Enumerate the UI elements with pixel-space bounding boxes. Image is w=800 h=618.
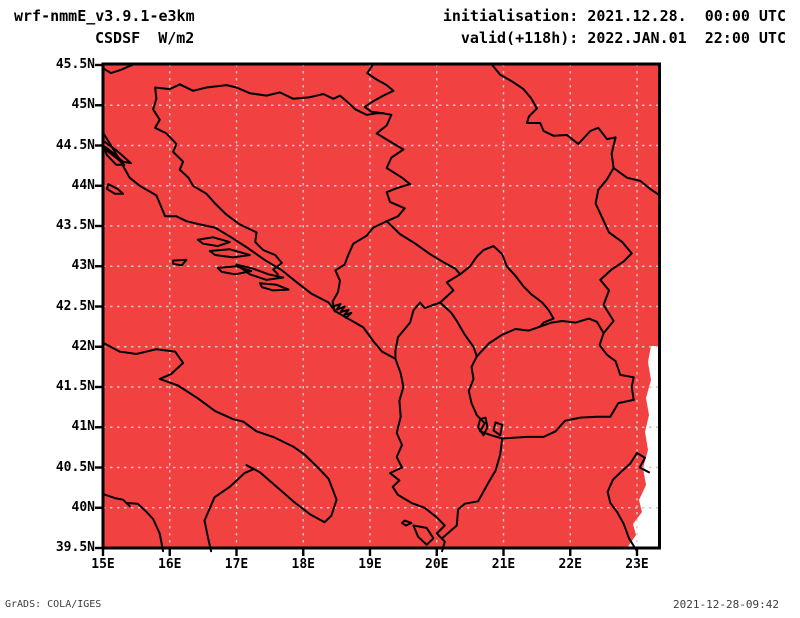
kosovo-macedonia xyxy=(475,325,542,358)
field-title: CSDSF W/m2 xyxy=(95,29,195,47)
peljesac-peninsula xyxy=(235,263,285,281)
lat-tick-label: 40.5N xyxy=(55,459,95,475)
kosovo-albania xyxy=(439,301,478,358)
lake-prespa xyxy=(492,421,504,437)
lat-tick-label: 42.5N xyxy=(55,298,95,314)
lat-tick-label: 39.5N xyxy=(55,540,95,555)
montenegro-albania xyxy=(394,301,442,360)
italy-adriatic-coast xyxy=(102,341,338,553)
hvar-island xyxy=(208,248,251,259)
kosovo-serbia xyxy=(459,245,555,328)
macedonia-greece xyxy=(501,398,635,440)
serbia-bulgaria xyxy=(594,167,633,335)
mljet-island xyxy=(258,282,290,292)
valid-time-label: valid(+118h): 2022.JAN.01 22:00 UTC xyxy=(460,29,786,47)
lon-tick-label: 22E xyxy=(558,557,582,572)
bosnia-montenegro xyxy=(331,220,388,313)
serbia-romania-danube xyxy=(491,64,617,169)
lon-tick-label: 19E xyxy=(358,557,382,572)
othonoi-island xyxy=(401,519,413,527)
macedonia-bulgaria xyxy=(598,332,635,401)
lon-tick-label: 17E xyxy=(224,557,249,572)
lon-tick-label: 16E xyxy=(158,557,182,572)
model-title: wrf-nmmE_v3.9.1-e3km xyxy=(14,7,195,25)
italy-tyrrhenian-coast xyxy=(102,493,165,553)
rab-island xyxy=(103,147,126,166)
lon-tick-label: 21E xyxy=(491,557,516,572)
lon-tick-label: 15E xyxy=(91,557,115,572)
lon-tick-label: 20E xyxy=(425,557,449,572)
lat-tick-label: 42N xyxy=(71,338,95,354)
vis-island xyxy=(172,258,188,267)
init-time-label: initialisation: 2021.12.28. 00:00 UTC xyxy=(442,7,786,25)
romania-bulgaria-danube xyxy=(612,167,661,197)
bosnia-serbia-drina xyxy=(375,112,412,223)
grads-credit-stamp: GrADS: COLA/IGES xyxy=(5,599,102,610)
montenegro-kosovo xyxy=(439,273,462,304)
axis-tick-marks xyxy=(95,63,639,556)
croatia-serbia xyxy=(363,64,395,115)
grid-lines xyxy=(103,64,660,548)
lat-tick-label: 43.5N xyxy=(55,218,95,233)
brac-island xyxy=(196,236,231,248)
dugi-otok xyxy=(106,183,124,195)
lat-tick-label: 44.5N xyxy=(55,137,95,153)
greece-aegean-coast xyxy=(606,452,650,553)
lat-tick-label: 45N xyxy=(71,97,95,113)
kotor-bay-inlet xyxy=(331,303,353,319)
korcula-island xyxy=(216,265,253,276)
lat-tick-label: 45.5N xyxy=(55,57,95,72)
no-data-region xyxy=(627,346,659,548)
lat-tick-label: 40N xyxy=(71,499,95,515)
timestamp-stamp: 2021-12-28-09:42 xyxy=(673,598,779,611)
serbia-montenegro xyxy=(385,220,462,276)
lake-ohrid xyxy=(477,416,489,437)
albania-greece xyxy=(441,437,504,540)
lat-tick-label: 41.5N xyxy=(55,379,95,394)
lat-tick-label: 44N xyxy=(71,177,95,193)
macedonia-albania xyxy=(467,355,504,440)
lat-tick-label: 41N xyxy=(71,419,95,435)
lat-tick-label: 43N xyxy=(71,258,95,274)
lon-tick-label: 18E xyxy=(291,557,315,572)
corfu-island xyxy=(412,524,435,546)
coastlines-and-borders xyxy=(102,64,661,553)
slovenia-croatia xyxy=(102,64,134,75)
lon-tick-label: 23E xyxy=(625,557,649,572)
adriatic-east-coast xyxy=(102,131,446,553)
serbia-macedonia xyxy=(539,317,605,335)
croatia-bosnia xyxy=(152,83,385,276)
